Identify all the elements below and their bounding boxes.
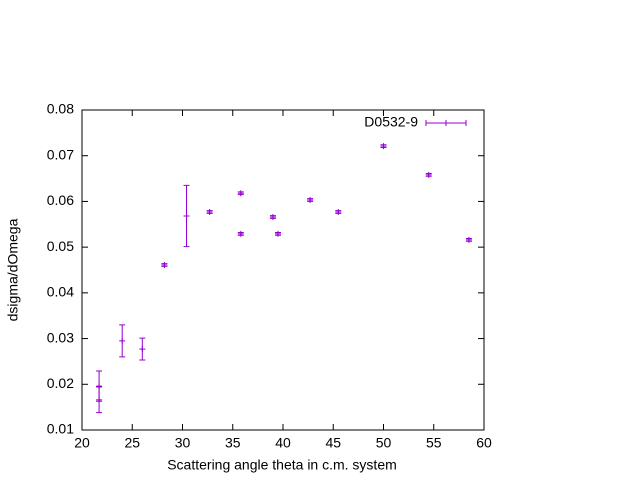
point bbox=[206, 208, 213, 215]
point bbox=[307, 197, 314, 204]
x-tick-label: 25 bbox=[124, 435, 140, 451]
y-axis-label: dsigma/dOmega bbox=[5, 218, 21, 321]
y-tick-label: 0.01 bbox=[47, 421, 74, 437]
point bbox=[96, 396, 103, 403]
y-tick-label: 0.03 bbox=[47, 329, 74, 345]
x-tick-label: 20 bbox=[74, 435, 90, 451]
y-tick-label: 0.06 bbox=[47, 192, 74, 208]
point bbox=[274, 230, 281, 237]
point bbox=[465, 236, 472, 243]
point bbox=[161, 261, 168, 268]
legend-swatch bbox=[425, 120, 467, 126]
point bbox=[380, 143, 387, 150]
point bbox=[335, 208, 342, 215]
point bbox=[237, 190, 244, 197]
point bbox=[183, 213, 190, 220]
point bbox=[269, 213, 276, 220]
y-tick-label: 0.05 bbox=[47, 238, 74, 254]
x-tick-label: 45 bbox=[325, 435, 341, 451]
legend-label: D0532-9 bbox=[364, 114, 418, 130]
plot-frame bbox=[81, 109, 485, 431]
x-tick-label: 50 bbox=[376, 435, 392, 451]
y-tick-label: 0.08 bbox=[47, 101, 74, 117]
point bbox=[425, 171, 432, 178]
point bbox=[119, 337, 126, 344]
point bbox=[237, 230, 244, 237]
y-tick-label: 0.04 bbox=[47, 284, 74, 300]
x-tick-label: 60 bbox=[476, 435, 492, 451]
x-tick-label: 35 bbox=[225, 435, 241, 451]
x-tick-label: 30 bbox=[175, 435, 191, 451]
x-tick-label: 55 bbox=[426, 435, 442, 451]
x-tick-label: 40 bbox=[275, 435, 291, 451]
x-axis-label: Scattering angle theta in c.m. system bbox=[167, 457, 397, 473]
y-tick-label: 0.07 bbox=[47, 146, 74, 162]
y-tick-label: 0.02 bbox=[47, 375, 74, 391]
point bbox=[139, 346, 146, 353]
